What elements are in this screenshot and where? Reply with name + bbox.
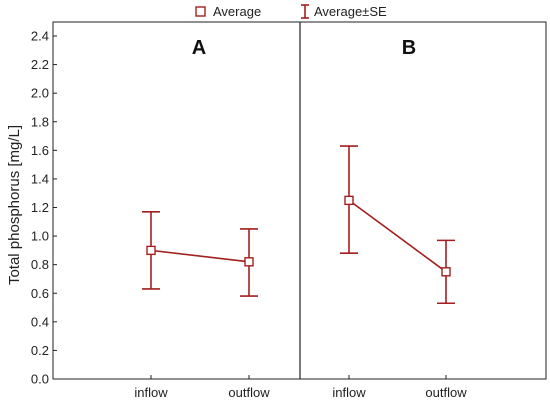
legend-average-marker bbox=[195, 6, 206, 17]
y-tick-label: 1.2 bbox=[31, 200, 49, 215]
y-tick-label: 0.0 bbox=[31, 372, 49, 387]
series-marks bbox=[142, 145, 455, 305]
y-tick-label: 1.0 bbox=[31, 229, 49, 244]
legend-se-marker bbox=[301, 4, 309, 19]
y-tick-label: 1.6 bbox=[31, 143, 49, 158]
x-tick-label: outflow bbox=[425, 385, 467, 400]
y-tick-label: 2.4 bbox=[31, 29, 49, 44]
average-point bbox=[441, 267, 451, 277]
x-tick-label: outflow bbox=[228, 385, 270, 400]
y-tick-label: 1.8 bbox=[31, 114, 49, 129]
legend-average-label: Average bbox=[213, 4, 261, 19]
average-point bbox=[344, 195, 354, 206]
y-axis: 0.0 0.2 0.4 0.6 0.8 1.0 1.2 1.4 1.6 1.8 2.0 2.2 2.4 bbox=[31, 29, 57, 387]
x-tick-label: inflow bbox=[134, 385, 168, 400]
panel-label-a: A bbox=[192, 37, 206, 59]
y-tick-label: 0.8 bbox=[31, 257, 49, 272]
average-point bbox=[146, 245, 156, 256]
average-line bbox=[150, 249, 250, 263]
y-tick-label: 2.2 bbox=[31, 57, 49, 72]
y-tick-label: 0.2 bbox=[31, 343, 49, 358]
y-tick-label: 0.6 bbox=[31, 286, 49, 301]
average-line bbox=[348, 199, 447, 273]
x-tick-label: inflow bbox=[332, 385, 366, 400]
x-axis: inflow outflow inflow outflow bbox=[134, 375, 467, 400]
y-tick-label: 2.0 bbox=[31, 86, 49, 101]
legend: Average Average±SE bbox=[195, 4, 387, 19]
panel-label-b: B bbox=[402, 37, 416, 59]
average-point bbox=[244, 257, 254, 267]
y-axis-label: Total phosphorus [mg/L] bbox=[6, 125, 23, 285]
y-tick-label: 0.4 bbox=[31, 314, 49, 329]
legend-se-label: Average±SE bbox=[314, 4, 387, 19]
y-tick-label: 1.4 bbox=[31, 171, 49, 186]
